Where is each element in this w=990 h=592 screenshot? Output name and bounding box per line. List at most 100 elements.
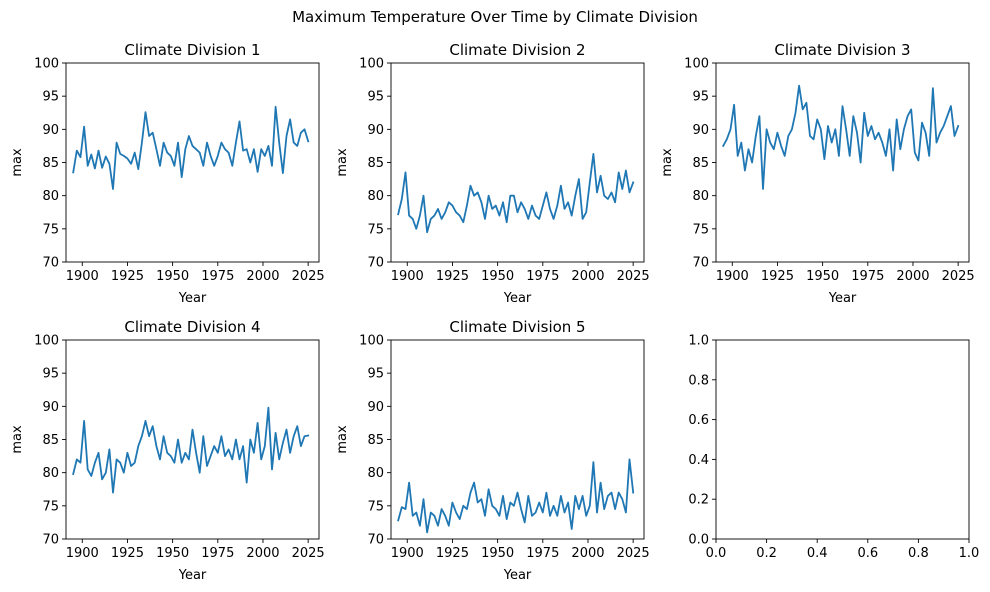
axes-frame bbox=[390, 62, 645, 263]
x-axis-label: Year bbox=[503, 291, 532, 306]
y-tick-label: 95 bbox=[367, 367, 384, 382]
x-tick-label: 1975 bbox=[526, 269, 559, 284]
figure-suptitle: Maximum Temperature Over Time by Climate… bbox=[292, 8, 698, 26]
y-axis-label: max bbox=[335, 148, 350, 177]
subplot-3: 1900 1925 1950 1975 2000 2025 70 75 80 85 90 95 100 C… bbox=[660, 41, 975, 306]
y-tick-label: 95 bbox=[692, 90, 709, 105]
subplot-title: Climate Division 2 bbox=[449, 41, 585, 59]
y-tick-label: 75 bbox=[692, 222, 709, 237]
y-tick-label: 75 bbox=[367, 499, 384, 514]
y-tick-label: 75 bbox=[42, 222, 59, 237]
y-tick-label: 100 bbox=[359, 57, 384, 72]
subplot-grid: 1900 1925 1950 1975 2000 2025 70 75 80 85 90 95 100 C… bbox=[10, 41, 979, 583]
x-tick-label: 1950 bbox=[481, 546, 514, 561]
x-tick-label: 2025 bbox=[617, 546, 650, 561]
axes-frame bbox=[715, 339, 970, 540]
x-tick-label: 1900 bbox=[66, 269, 99, 284]
x-tick-label: 0.0 bbox=[706, 546, 727, 561]
y-tick-label: 80 bbox=[42, 189, 59, 204]
x-tick-label: 2025 bbox=[292, 269, 325, 284]
x-tick-label: 2000 bbox=[896, 269, 929, 284]
y-tick-label: 100 bbox=[684, 57, 709, 72]
x-tick-label: 1975 bbox=[851, 269, 884, 284]
y-tick-label: 70 bbox=[692, 256, 709, 271]
series-line-2 bbox=[397, 152, 635, 234]
y-tick-label: 80 bbox=[367, 466, 384, 481]
y-tick-label: 90 bbox=[367, 123, 384, 138]
x-tick-label: 2000 bbox=[571, 269, 604, 284]
y-tick-label: 0.0 bbox=[688, 533, 709, 548]
y-tick-label: 80 bbox=[692, 189, 709, 204]
y-tick-label: 90 bbox=[42, 123, 59, 138]
y-tick-label: 85 bbox=[42, 156, 59, 171]
axes-frame bbox=[715, 62, 970, 263]
subplot-2: 1900 1925 1950 1975 2000 2025 70 75 80 85 90 95 100 C… bbox=[335, 41, 650, 306]
subplot-5: 1900 1925 1950 1975 2000 2025 70 75 80 85 90 95 100 C… bbox=[335, 318, 650, 583]
x-tick-label: 1900 bbox=[391, 269, 424, 284]
subplot-6: 0.0 0.2 0.4 0.6 0.8 1.0 0.0 0.2 0.4 0.6 0.8 1.0 bbox=[688, 334, 979, 562]
axes-frame bbox=[65, 339, 320, 540]
y-tick-label: 90 bbox=[42, 400, 59, 415]
y-tick-label: 70 bbox=[367, 256, 384, 271]
y-tick-label: 85 bbox=[367, 156, 384, 171]
y-tick-label: 95 bbox=[367, 90, 384, 105]
subplot-1: 1900 1925 1950 1975 2000 2025 70 75 80 85 90 95 100 C… bbox=[10, 41, 325, 306]
x-tick-label: 1950 bbox=[156, 546, 189, 561]
x-tick-label: 0.6 bbox=[857, 546, 878, 561]
y-tick-label: 0.4 bbox=[688, 453, 709, 468]
y-tick-label: 1.0 bbox=[688, 334, 709, 349]
y-axis-label: max bbox=[660, 148, 675, 177]
series-line-4 bbox=[72, 406, 310, 494]
x-tick-label: 1975 bbox=[201, 269, 234, 284]
y-tick-label: 0.6 bbox=[688, 413, 709, 428]
y-axis-label: max bbox=[10, 425, 25, 454]
series-line-5 bbox=[397, 458, 635, 534]
y-tick-label: 95 bbox=[42, 90, 59, 105]
y-tick-label: 80 bbox=[42, 466, 59, 481]
x-tick-label: 1950 bbox=[156, 269, 189, 284]
y-tick-label: 85 bbox=[42, 433, 59, 448]
subplot-title: Climate Division 4 bbox=[124, 318, 260, 336]
x-tick-label: 0.2 bbox=[756, 546, 777, 561]
y-tick-label: 95 bbox=[42, 367, 59, 382]
x-tick-label: 1900 bbox=[716, 269, 749, 284]
y-tick-label: 70 bbox=[42, 533, 59, 548]
x-axis-label: Year bbox=[503, 568, 532, 583]
subplot-title: Climate Division 3 bbox=[774, 41, 910, 59]
x-tick-label: 2000 bbox=[246, 269, 279, 284]
x-tick-label: 2025 bbox=[942, 269, 975, 284]
x-tick-label: 2025 bbox=[292, 546, 325, 561]
subplot-title: Climate Division 1 bbox=[124, 41, 260, 59]
y-tick-label: 90 bbox=[692, 123, 709, 138]
x-tick-label: 1975 bbox=[526, 546, 559, 561]
x-tick-label: 1925 bbox=[436, 546, 469, 561]
x-tick-label: 1950 bbox=[806, 269, 839, 284]
y-tick-label: 100 bbox=[359, 334, 384, 349]
y-tick-label: 100 bbox=[34, 57, 59, 72]
y-tick-label: 85 bbox=[692, 156, 709, 171]
series-line-3 bbox=[721, 84, 960, 190]
x-tick-label: 1925 bbox=[761, 269, 794, 284]
y-axis-label: max bbox=[10, 148, 25, 177]
y-tick-label: 0.2 bbox=[688, 493, 709, 508]
x-axis-label: Year bbox=[828, 291, 857, 306]
axes-frame bbox=[390, 339, 645, 540]
x-tick-label: 1925 bbox=[436, 269, 469, 284]
y-tick-label: 0.8 bbox=[688, 373, 709, 388]
x-tick-label: 1925 bbox=[111, 546, 144, 561]
x-axis-label: Year bbox=[178, 568, 207, 583]
y-tick-label: 70 bbox=[367, 533, 384, 548]
y-tick-label: 75 bbox=[367, 222, 384, 237]
series-line-1 bbox=[72, 105, 310, 190]
x-tick-label: 0.4 bbox=[807, 546, 828, 561]
x-tick-label: 0.8 bbox=[908, 546, 929, 561]
x-tick-label: 2025 bbox=[617, 269, 650, 284]
x-tick-label: 1950 bbox=[481, 269, 514, 284]
x-tick-label: 2000 bbox=[571, 546, 604, 561]
y-axis-label: max bbox=[335, 425, 350, 454]
x-tick-label: 1.0 bbox=[959, 546, 980, 561]
x-tick-label: 2000 bbox=[246, 546, 279, 561]
x-tick-label: 1900 bbox=[66, 546, 99, 561]
x-tick-label: 1975 bbox=[201, 546, 234, 561]
